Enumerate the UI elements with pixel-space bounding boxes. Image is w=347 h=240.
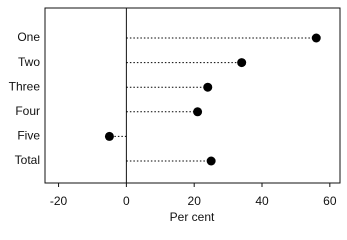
chart: Per cent -20 0 20 40 60 One Two Three Four Five To…	[9, 7, 341, 224]
x-tick-label: 0	[123, 194, 130, 208]
x-tick-label: 60	[323, 194, 337, 208]
y-tick-label: One	[17, 30, 40, 44]
plot-frame	[44, 7, 341, 184]
dot	[193, 107, 203, 117]
y-tick-label: Five	[17, 129, 40, 143]
dot	[206, 156, 216, 166]
y-tick-label: Three	[9, 79, 41, 93]
dot	[104, 131, 114, 141]
y-tick-label: Two	[18, 55, 40, 69]
x-tick-label: 20	[188, 194, 202, 208]
dot	[311, 33, 321, 43]
x-tick-label: 40	[255, 194, 269, 208]
y-tick-label: Total	[15, 153, 40, 167]
y-tick-label: Four	[15, 104, 40, 118]
x-axis-label: Per cent	[170, 210, 215, 224]
dot	[203, 82, 213, 92]
dot	[237, 58, 247, 68]
x-tick-label: -20	[50, 194, 68, 208]
